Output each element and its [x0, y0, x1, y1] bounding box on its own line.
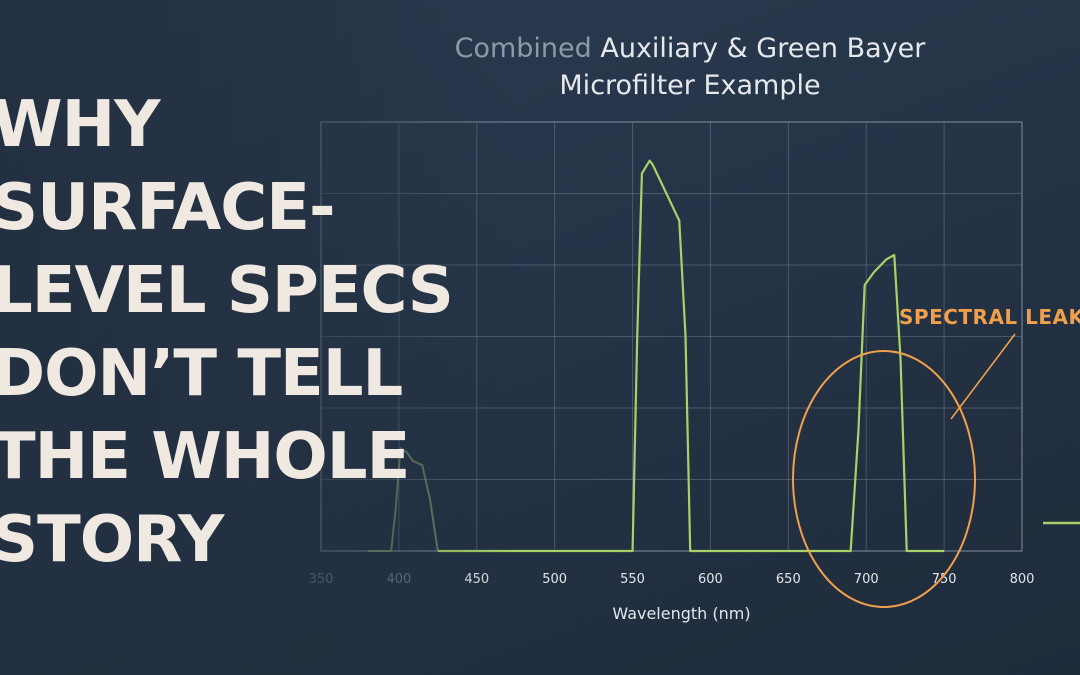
x-tick-label: 500	[542, 572, 567, 587]
x-tick-label: 700	[854, 572, 879, 587]
x-tick-label: 450	[464, 572, 489, 587]
headline-line-4: DON’T TELL	[0, 337, 403, 411]
spectral-leak-leader-line	[950, 333, 1016, 420]
headline-line-2: SURFACE-	[0, 171, 335, 245]
chart-title-rest: Auxiliary & Green Bayer	[591, 33, 926, 64]
x-tick-label: 550	[620, 572, 645, 587]
headline-line-6: STORY	[0, 503, 224, 577]
x-tick-label: 650	[776, 572, 801, 587]
spectral-leak-ellipse	[792, 350, 976, 608]
chart-title: Combined Auxiliary & Green Bayer Microfi…	[380, 30, 1000, 104]
headline-line-1: WHY	[0, 88, 160, 162]
spectral-leak-label: SPECTRAL LEAK	[899, 305, 1080, 329]
spectral-leak-annotation: SPECTRAL LEAK	[792, 305, 1080, 608]
headline-line-5: THE WHOLE	[0, 420, 410, 494]
headline-line-3: LEVEL SPECS	[0, 254, 454, 328]
chart-title-dim: Combined	[454, 33, 592, 64]
series-line	[437, 159, 945, 553]
chart-title-line2: Microfilter Example	[559, 70, 821, 101]
x-tick-label: 600	[698, 572, 723, 587]
headline: WHY SURFACE- LEVEL SPECS DON’T TELL THE …	[0, 84, 454, 582]
x-axis-label: Wavelength (nm)	[612, 604, 750, 623]
x-tick-label: 800	[1010, 572, 1035, 587]
